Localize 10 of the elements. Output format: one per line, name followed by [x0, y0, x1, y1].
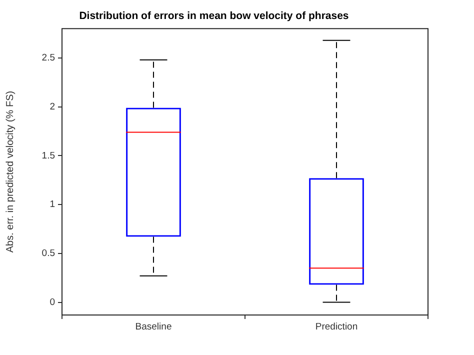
y-tick-label: 2.5 — [42, 52, 55, 64]
y-tick-label: 1.5 — [42, 150, 55, 162]
y-tick-label: 0 — [50, 296, 55, 308]
x-tick-label: Prediction — [315, 321, 358, 332]
x-tick-label: Baseline — [135, 321, 172, 332]
y-tick-label: 1 — [50, 199, 55, 210]
y-axis-title: Abs. err. in predicted velocity (% FS) — [4, 90, 16, 253]
y-tick-label: 0.5 — [42, 248, 55, 260]
y-tick-label: 2 — [50, 101, 55, 112]
chart-title: Distribution of errors in mean bow velocity of phrases — [79, 10, 349, 22]
